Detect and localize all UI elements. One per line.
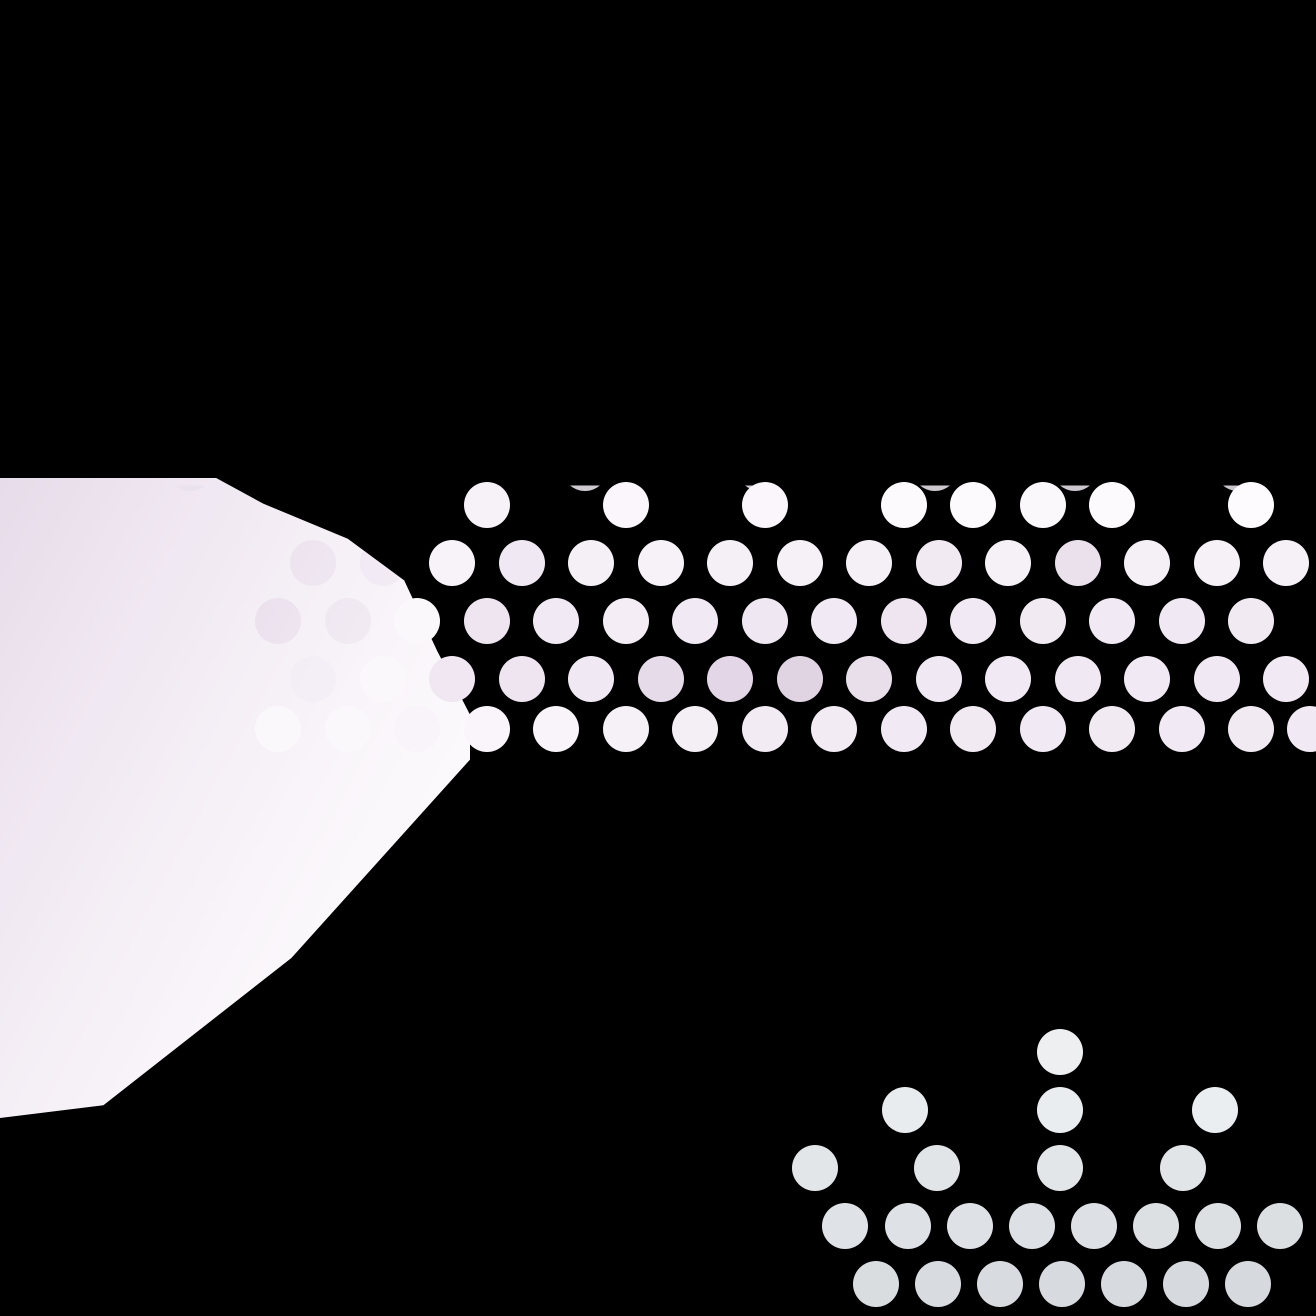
halftone-dot-grey: [1192, 1087, 1238, 1133]
halftone-dot-lavender: [846, 656, 892, 702]
halftone-dot-grey: [885, 1203, 931, 1249]
halftone-dot-grey: [1071, 1203, 1117, 1249]
halftone-dot-lavender: [568, 656, 614, 702]
halftone-dot-sliver: [1222, 485, 1254, 491]
halftone-dot-lavender: [1194, 540, 1240, 586]
halftone-dot-sliver: [569, 485, 601, 491]
halftone-dot-lavender: [1159, 706, 1205, 752]
halftone-dot-lavender: [1020, 598, 1066, 644]
halftone-dot-grey: [1257, 1203, 1303, 1249]
halftone-dot-sliver: [744, 485, 776, 491]
halftone-dot-lavender: [499, 656, 545, 702]
halftone-dot-lavender: [1055, 656, 1101, 702]
halftone-dot-lavender: [811, 706, 857, 752]
halftone-dot-lavender: [811, 598, 857, 644]
halftone-dot-lavender: [464, 482, 510, 528]
halftone-dot-lavender: [950, 482, 996, 528]
halftone-dot-grey: [977, 1261, 1023, 1307]
halftone-dot-lavender: [707, 540, 753, 586]
halftone-dot-lavender: [603, 706, 649, 752]
halftone-dot-grey: [1037, 1145, 1083, 1191]
halftone-dot-lavender: [881, 482, 927, 528]
halftone-dot-lavender: [1228, 706, 1274, 752]
halftone-dot-grey: [947, 1203, 993, 1249]
halftone-dot-grey: [1163, 1261, 1209, 1307]
halftone-dot-sliver: [1059, 485, 1091, 491]
halftone-dot-lavender: [742, 482, 788, 528]
halftone-dot-lavender: [777, 656, 823, 702]
halftone-dot-lavender: [916, 656, 962, 702]
halftone-dot-lavender: [1089, 482, 1135, 528]
halftone-dot-grey: [1195, 1203, 1241, 1249]
halftone-dot-lavender: [533, 706, 579, 752]
halftone-dot-lavender: [603, 482, 649, 528]
halftone-dot-lavender: [881, 706, 927, 752]
halftone-dot-grey: [1225, 1261, 1271, 1307]
halftone-dot-lavender: [916, 540, 962, 586]
halftone-dot-lavender: [499, 540, 545, 586]
halftone-dot-lavender: [672, 598, 718, 644]
halftone-dot-grey: [822, 1203, 868, 1249]
halftone-dot-lavender: [777, 540, 823, 586]
halftone-dot-lavender: [742, 598, 788, 644]
halftone-dot-lavender: [1228, 482, 1274, 528]
halftone-dot-lavender: [985, 656, 1031, 702]
halftone-dot-lavender: [464, 598, 510, 644]
halftone-dot-lavender: [464, 706, 510, 752]
halftone-dot-lavender: [1020, 706, 1066, 752]
halftone-dot-lavender: [429, 540, 475, 586]
halftone-dot-lavender: [950, 598, 996, 644]
halftone-dot-lavender: [950, 706, 996, 752]
halftone-dot-grey: [1037, 1087, 1083, 1133]
halftone-dot-lavender: [603, 598, 649, 644]
halftone-dot-grey: [1037, 1029, 1083, 1075]
halftone-dot-lavender: [568, 540, 614, 586]
halftone-dot-lavender: [1055, 540, 1101, 586]
halftone-dot-lavender: [1263, 540, 1309, 586]
halftone-dot-grey: [1101, 1261, 1147, 1307]
halftone-dot-lavender: [533, 598, 579, 644]
halftone-dot-lavender: [846, 540, 892, 586]
halftone-dot-lavender: [1124, 540, 1170, 586]
halftone-dot-lavender: [1089, 598, 1135, 644]
halftone-dot-grey: [1039, 1261, 1085, 1307]
halftone-dot-sliver: [919, 485, 951, 491]
lavender-gradient-wedge: [0, 478, 470, 1118]
halftone-dot-lavender: [1020, 482, 1066, 528]
halftone-dot-lavender: [325, 482, 371, 528]
halftone-dot-lavender: [881, 598, 927, 644]
halftone-dot-grey: [1133, 1203, 1179, 1249]
halftone-dot-grey: [915, 1261, 961, 1307]
halftone-dot-lavender: [1089, 706, 1135, 752]
halftone-dot-lavender: [1124, 656, 1170, 702]
halftone-dot-lavender: [707, 656, 753, 702]
halftone-dot-grey: [882, 1087, 928, 1133]
halftone-dot-grey: [1009, 1203, 1055, 1249]
halftone-dot-lavender: [985, 540, 1031, 586]
halftone-dot-lavender: [638, 540, 684, 586]
halftone-dot-lavender: [672, 706, 718, 752]
halftone-dot-lavender: [638, 656, 684, 702]
halftone-dot-grey: [792, 1145, 838, 1191]
halftone-dot-grey: [1160, 1145, 1206, 1191]
halftone-dot-grey: [853, 1261, 899, 1307]
halftone-dot-lavender: [742, 706, 788, 752]
halftone-dot-lavender: [1228, 598, 1274, 644]
halftone-dot-grey: [914, 1145, 960, 1191]
halftone-dot-lavender: [1194, 656, 1240, 702]
halftone-dot-lavender: [1287, 706, 1316, 752]
halftone-dot-lavender: [1159, 598, 1205, 644]
halftone-dot-lavender: [1263, 656, 1309, 702]
